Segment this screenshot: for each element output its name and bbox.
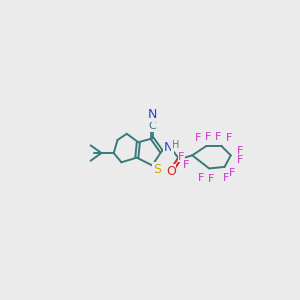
Text: F: F xyxy=(198,173,205,183)
Text: F: F xyxy=(195,134,202,143)
Text: O: O xyxy=(166,165,175,178)
Text: N: N xyxy=(164,141,173,154)
Text: S: S xyxy=(153,163,161,176)
Text: F: F xyxy=(183,160,189,170)
Text: F: F xyxy=(237,146,243,156)
Text: F: F xyxy=(208,174,214,184)
Text: F: F xyxy=(215,132,222,142)
Text: F: F xyxy=(229,168,236,178)
Text: F: F xyxy=(223,173,229,183)
Text: N: N xyxy=(148,108,157,121)
Text: C: C xyxy=(148,121,156,131)
Text: F: F xyxy=(205,132,211,142)
Text: F: F xyxy=(226,134,232,143)
Text: F: F xyxy=(237,155,243,165)
Text: F: F xyxy=(178,152,185,162)
Text: H: H xyxy=(172,140,179,150)
